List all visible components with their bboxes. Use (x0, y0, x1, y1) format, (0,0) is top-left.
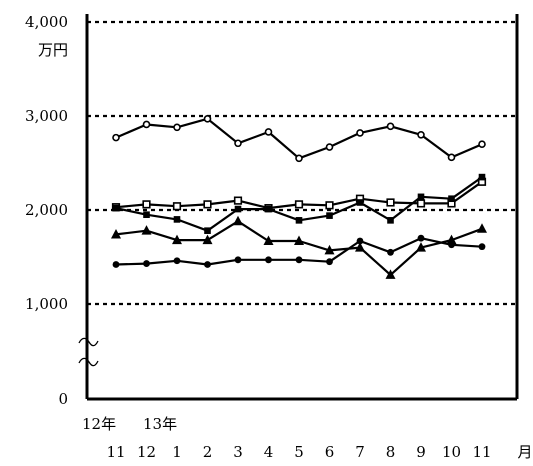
y-tick-labels: 4,000 3,000 2,000 1,000 0 (25, 13, 68, 408)
data-point (417, 193, 425, 201)
data-point (141, 225, 152, 235)
series-filled-square (112, 173, 486, 234)
data-point (294, 200, 304, 209)
series-filled-triangle (111, 215, 487, 279)
x-tick-label: 4 (264, 443, 274, 461)
axis-break-wave-lower (78, 357, 99, 367)
data-point (478, 173, 486, 181)
data-point (478, 140, 486, 148)
data-point (356, 237, 364, 245)
data-point (417, 131, 425, 139)
data-point (447, 153, 456, 162)
data-point (234, 139, 242, 148)
series-line (115, 117, 483, 160)
data-point (387, 217, 394, 224)
gridlines (87, 20, 517, 306)
y-tick-label: 1,000 (25, 295, 68, 313)
data-point (295, 154, 303, 163)
data-point (204, 261, 211, 268)
data-point (294, 235, 304, 246)
data-point (416, 242, 426, 252)
axis-break-mark (78, 337, 99, 367)
y-tick-label: 0 (58, 390, 68, 408)
data-point (326, 212, 333, 219)
data-point (234, 256, 242, 264)
x-tick-label: 2 (203, 443, 213, 461)
data-point (203, 115, 212, 123)
data-point (416, 199, 426, 208)
x-tick-label: 10 (442, 443, 461, 461)
data-point (295, 256, 303, 264)
x-tick-label: 11 (106, 443, 125, 461)
series-lines (111, 115, 487, 279)
data-point (446, 234, 457, 245)
data-point (143, 211, 150, 218)
data-point (112, 261, 120, 268)
data-point (264, 128, 273, 136)
data-point (173, 216, 181, 223)
x-tick-label: 11 (472, 443, 491, 461)
data-point (263, 235, 274, 246)
x-tick-label: 5 (294, 443, 304, 461)
data-point (204, 227, 211, 234)
x-unit-label: 月 (517, 443, 532, 461)
data-point (172, 202, 182, 211)
data-point (356, 129, 364, 137)
series-open-circle (112, 115, 486, 163)
x-tick-label: 6 (325, 443, 335, 461)
data-point (478, 243, 486, 251)
series-filled-circle (112, 234, 486, 268)
data-point (111, 228, 121, 239)
data-point (203, 200, 212, 209)
y-tick-label: 2,000 (25, 201, 68, 219)
data-point (324, 244, 335, 255)
data-point (355, 242, 365, 252)
data-point (265, 205, 272, 213)
data-point (172, 234, 182, 245)
year-label: 12年 (82, 415, 116, 433)
data-point (386, 198, 395, 207)
data-point (477, 223, 487, 233)
data-point (233, 196, 243, 205)
data-point (326, 258, 333, 266)
data-point (143, 260, 150, 267)
data-point (173, 257, 181, 265)
x-tick-label: 7 (355, 443, 365, 461)
data-point (173, 123, 181, 132)
x-tick-label: 12 (137, 443, 156, 461)
data-point (385, 269, 396, 279)
data-point (265, 256, 272, 264)
series-line (115, 220, 483, 276)
x-tick-label: 9 (416, 443, 426, 461)
data-point (387, 248, 394, 256)
data-point (295, 217, 303, 224)
data-point (142, 120, 151, 129)
y-tick-label: 3,000 (25, 107, 68, 125)
data-point (233, 215, 243, 226)
data-point (448, 241, 455, 249)
data-point (448, 195, 455, 203)
axis-break-wave-upper (78, 337, 99, 347)
x-tick-label: 8 (386, 443, 396, 461)
data-point (356, 199, 364, 206)
year-labels: 12年 13年 (82, 415, 177, 433)
data-point (202, 234, 213, 245)
y-tick-label: 4,000 (25, 13, 68, 31)
data-point (325, 143, 334, 151)
data-point (234, 205, 242, 213)
series-open-square (111, 177, 487, 213)
x-tick-labels: 11 12 1 2 3 4 5 6 7 8 9 10 11 (106, 443, 491, 461)
data-point (325, 201, 334, 210)
data-point (417, 234, 425, 242)
axes (85, 14, 519, 401)
x-tick-label: 1 (172, 443, 182, 461)
x-tick-label: 3 (233, 443, 243, 461)
data-point (142, 200, 151, 209)
y-unit-label: 万円 (38, 41, 68, 59)
data-point (386, 122, 395, 131)
data-point (112, 204, 120, 212)
year-label: 13年 (143, 415, 177, 433)
data-point (112, 133, 120, 142)
